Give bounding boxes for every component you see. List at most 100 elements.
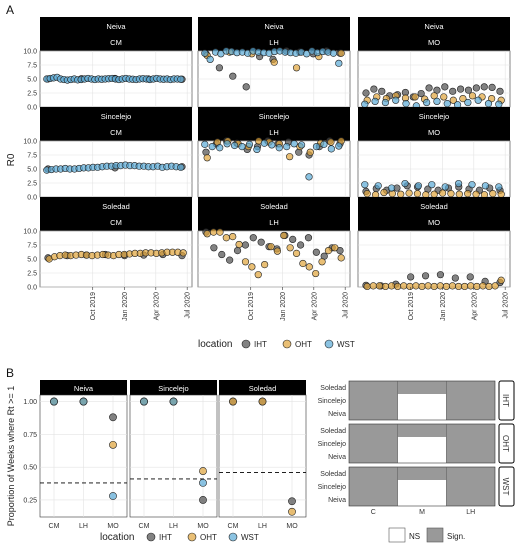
data-point-oht <box>479 282 487 290</box>
data-point-iht <box>233 247 242 255</box>
y-tick-label-b: 0.50 <box>23 465 37 472</box>
data-point-b-wst <box>140 397 148 406</box>
facet-strip-b <box>130 380 217 395</box>
y-tick-label: 0.0 <box>27 285 37 292</box>
data-point-wst <box>206 55 214 64</box>
data-point-b-wst <box>199 478 207 487</box>
facet-model: CM <box>110 218 122 227</box>
data-point-iht <box>242 83 250 91</box>
heatmap-border <box>348 466 496 507</box>
heatmap-cell <box>446 467 495 480</box>
data-point-oht <box>216 228 224 236</box>
data-point-wst <box>297 141 306 149</box>
data-point-oht <box>430 282 438 291</box>
data-point-oht <box>363 282 371 291</box>
data-point-wst <box>428 181 436 189</box>
data-point-iht <box>421 272 430 280</box>
facet-city: Soledad <box>260 202 288 211</box>
data-point-oht <box>299 259 307 268</box>
y-tick-label: 7.5 <box>27 153 37 160</box>
heatmap-col-label: M <box>419 509 425 516</box>
data-point-oht <box>286 244 294 252</box>
data-point-wst <box>392 96 400 104</box>
data-point-wst <box>260 139 268 147</box>
heatmap-facet-label: IHT <box>501 394 510 407</box>
x-tick-label: Jul 2020 <box>185 292 192 319</box>
heatmap-cell <box>397 450 447 463</box>
data-point-oht <box>455 190 463 198</box>
facet-model: MO <box>428 218 440 227</box>
data-point-wst <box>177 163 185 171</box>
heatmap-facet-strip <box>498 466 515 507</box>
data-point-iht <box>378 87 386 95</box>
facet-city: Neiva <box>106 22 126 31</box>
heatmap-cell <box>349 394 398 407</box>
heatmap-cell <box>349 407 398 420</box>
data-point-oht <box>473 282 481 291</box>
heatmap-cell <box>446 407 495 420</box>
data-point-wst <box>223 140 231 148</box>
data-point-oht <box>447 190 455 198</box>
x-tick-label: Jan 2020 <box>122 292 129 321</box>
legend-label-sign: Sign. <box>447 532 465 541</box>
data-point-oht <box>468 92 477 100</box>
data-point-oht <box>387 282 396 290</box>
x-tick-label-b: CM <box>228 523 239 530</box>
data-point-iht <box>249 234 257 242</box>
heatmap-facet-label: OHT <box>501 435 510 452</box>
data-point-iht <box>472 84 480 92</box>
y-tick-label: 2.5 <box>27 181 37 188</box>
facet-model: CM <box>110 128 122 137</box>
heatmap-cell <box>397 407 447 420</box>
x-tick-label-b: CM <box>139 523 150 530</box>
heatmap-cell <box>349 493 398 506</box>
heatmap-cell <box>397 394 447 407</box>
facet-strip <box>40 17 192 51</box>
data-point-wst <box>238 143 246 151</box>
heatmap-row-label: Sincelejo <box>318 484 347 491</box>
x-tick-label: Apr 2020 <box>153 292 160 321</box>
facet-model: MO <box>428 128 440 137</box>
data-point-wst <box>335 59 343 67</box>
data-point-wst <box>290 140 298 148</box>
data-point-wst <box>253 145 261 153</box>
facet-city-b: Soledad <box>249 384 277 393</box>
y-tick-label: 5.0 <box>27 77 37 84</box>
data-point-wst <box>414 182 423 190</box>
legend-label-ns: NS <box>409 532 420 541</box>
heatmap-cell <box>446 381 495 394</box>
data-point-iht <box>229 72 237 80</box>
data-point-wst <box>455 179 463 188</box>
data-point-oht <box>179 249 187 257</box>
data-point-wst <box>464 98 472 107</box>
data-point-oht <box>305 263 313 271</box>
heatmap-row-label: Neiva <box>328 497 346 504</box>
heatmap-row-label: Soledad <box>320 471 346 478</box>
data-point-wst <box>484 100 493 108</box>
x-tick-label-b: LH <box>79 523 88 530</box>
data-point-b-iht <box>199 496 207 504</box>
heatmap-cell <box>446 394 495 407</box>
x-tick-label: Apr 2020 <box>311 292 318 321</box>
facet-strip <box>358 197 510 231</box>
heatmap-row-label: Neiva <box>328 454 346 461</box>
x-tick-label: Apr 2020 <box>471 292 478 321</box>
data-point-iht <box>296 241 305 249</box>
data-point-wst <box>245 140 254 148</box>
data-point-b-iht <box>288 497 296 506</box>
data-point-oht <box>292 249 301 257</box>
heatmap-cell <box>397 424 447 437</box>
data-point-oht <box>442 282 450 291</box>
heatmap-cell <box>397 437 447 450</box>
data-point-iht <box>241 241 250 249</box>
legend-swatch-b-oht <box>187 532 197 542</box>
facet-strip <box>358 107 510 141</box>
facet-city: Soledad <box>420 202 448 211</box>
data-point-oht <box>375 282 383 290</box>
data-point-wst <box>468 181 476 189</box>
data-point-oht <box>273 247 281 255</box>
data-point-b-oht <box>229 397 237 406</box>
legend-label-iht: IHT <box>254 340 267 349</box>
data-point-wst <box>481 182 490 190</box>
